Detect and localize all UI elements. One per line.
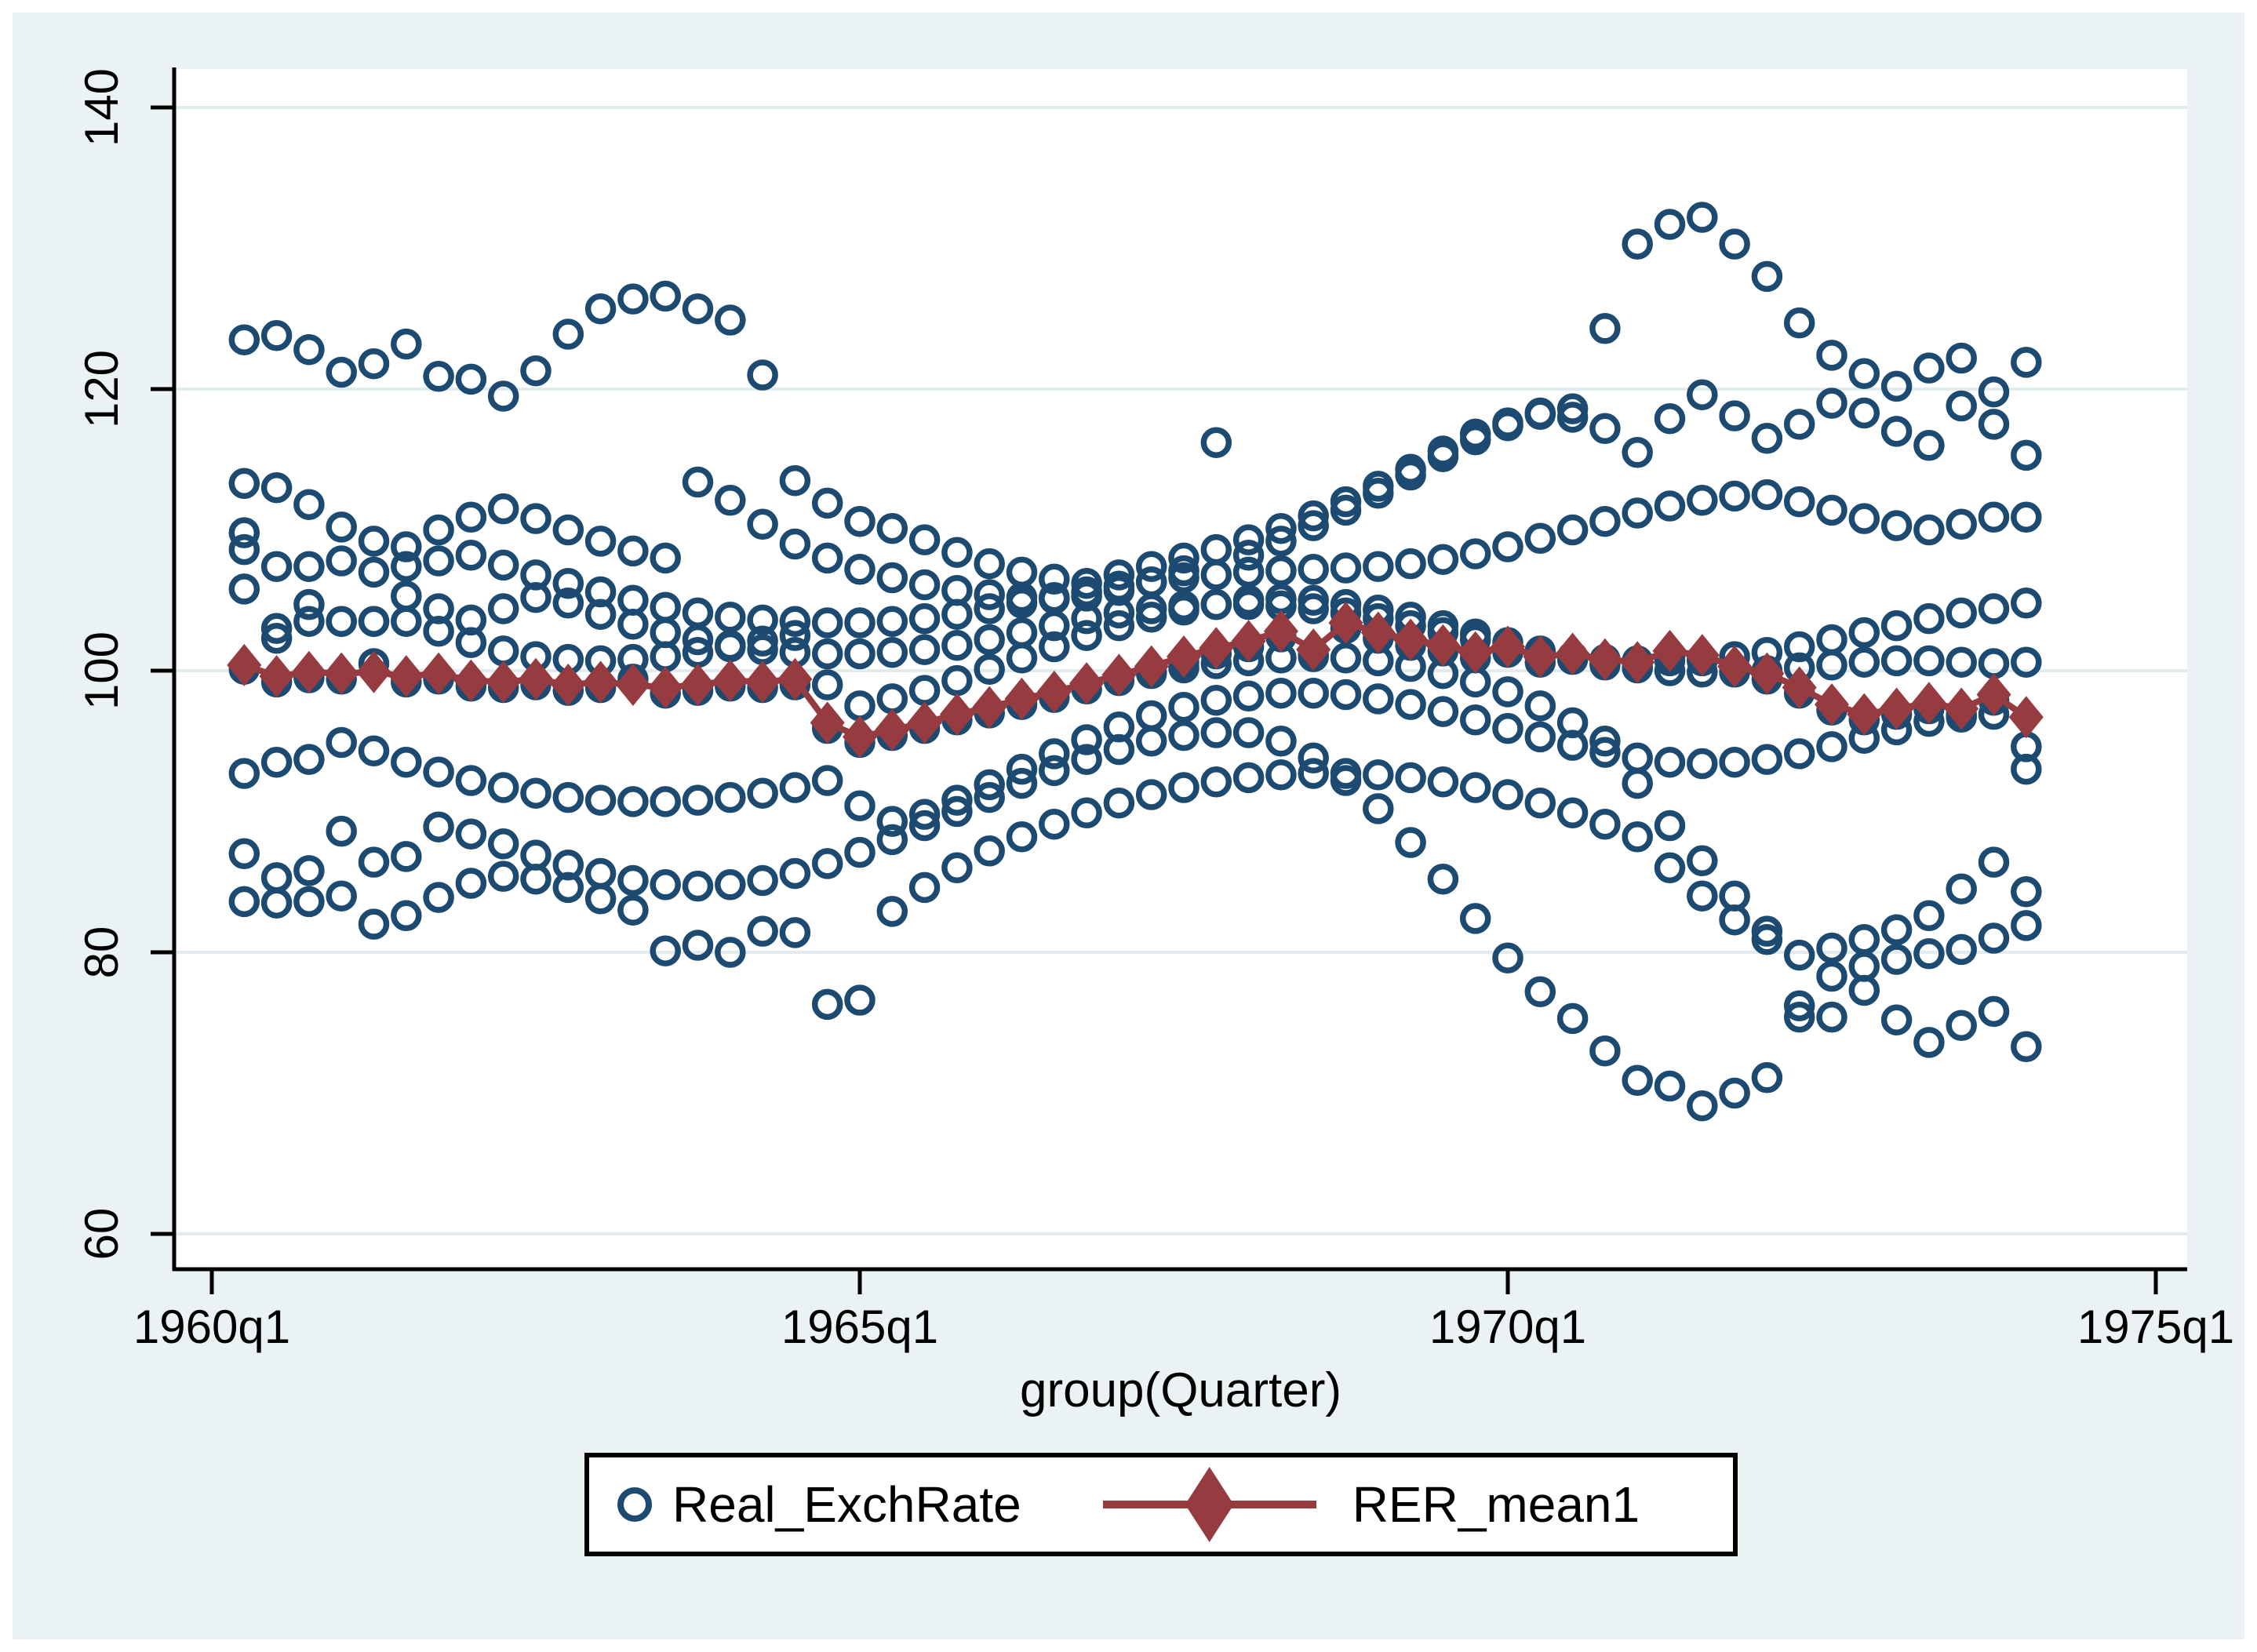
legend-line-sample [1102, 1467, 1316, 1542]
legend-diamond-icon [1185, 1467, 1234, 1542]
legend-label-real-exchrate: Real_ExchRate [672, 1476, 1021, 1533]
legend-circle-icon [617, 1487, 652, 1522]
x-tick-label-1975q1: 1975q1 [2077, 1301, 2235, 1353]
x-tick-label-1960q1: 1960q1 [133, 1301, 291, 1353]
x-tick-label-1970q1: 1970q1 [1429, 1301, 1587, 1353]
y-tick-label-100: 100 [75, 631, 128, 711]
x-axis-title: group(Quarter) [1019, 1363, 1342, 1417]
legend-label-rer-mean1: RER_mean1 [1352, 1476, 1640, 1533]
y-tick-label-140: 140 [75, 67, 128, 147]
legend: Real_ExchRate RER_mean1 [584, 1453, 1738, 1556]
y-tick-label-60: 60 [75, 1207, 128, 1261]
x-tick-label-1965q1: 1965q1 [781, 1301, 939, 1353]
y-tick-label-80: 80 [75, 926, 128, 979]
y-tick-label-120: 120 [75, 349, 128, 429]
